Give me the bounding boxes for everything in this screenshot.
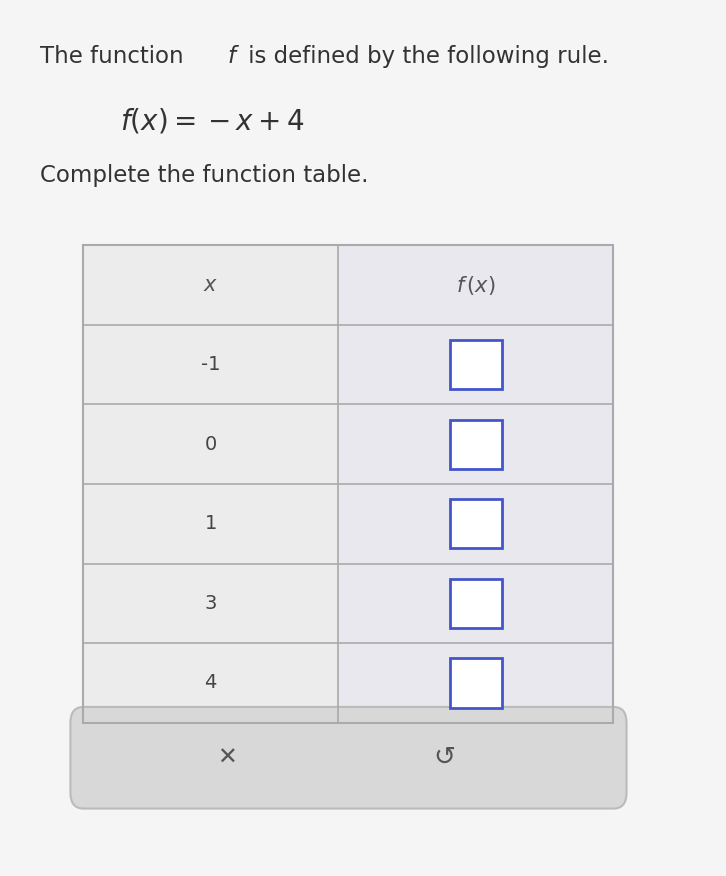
Text: 4: 4 <box>205 674 217 692</box>
Bar <box>449 658 502 708</box>
FancyBboxPatch shape <box>70 707 627 809</box>
Text: 1: 1 <box>205 514 217 533</box>
Bar <box>449 340 502 389</box>
Text: ↺: ↺ <box>433 745 455 771</box>
Text: ✕: ✕ <box>216 745 237 770</box>
Text: f: f <box>227 46 235 68</box>
Text: 0: 0 <box>205 434 217 454</box>
Text: is defined by the following rule.: is defined by the following rule. <box>241 46 609 68</box>
Bar <box>83 245 613 723</box>
Text: The function: The function <box>40 46 191 68</box>
Text: $f\,(x)$: $f\,(x)$ <box>456 273 495 297</box>
Text: -1: -1 <box>201 355 221 374</box>
Bar <box>449 499 502 548</box>
Bar <box>449 579 502 628</box>
Text: 3: 3 <box>205 594 217 613</box>
Text: Complete the function table.: Complete the function table. <box>40 164 368 187</box>
Bar <box>338 245 613 723</box>
Bar <box>83 245 338 723</box>
Bar <box>449 420 502 469</box>
Text: $f(x)=-x+4$: $f(x)=-x+4$ <box>120 106 304 136</box>
Text: $x$: $x$ <box>203 275 219 295</box>
